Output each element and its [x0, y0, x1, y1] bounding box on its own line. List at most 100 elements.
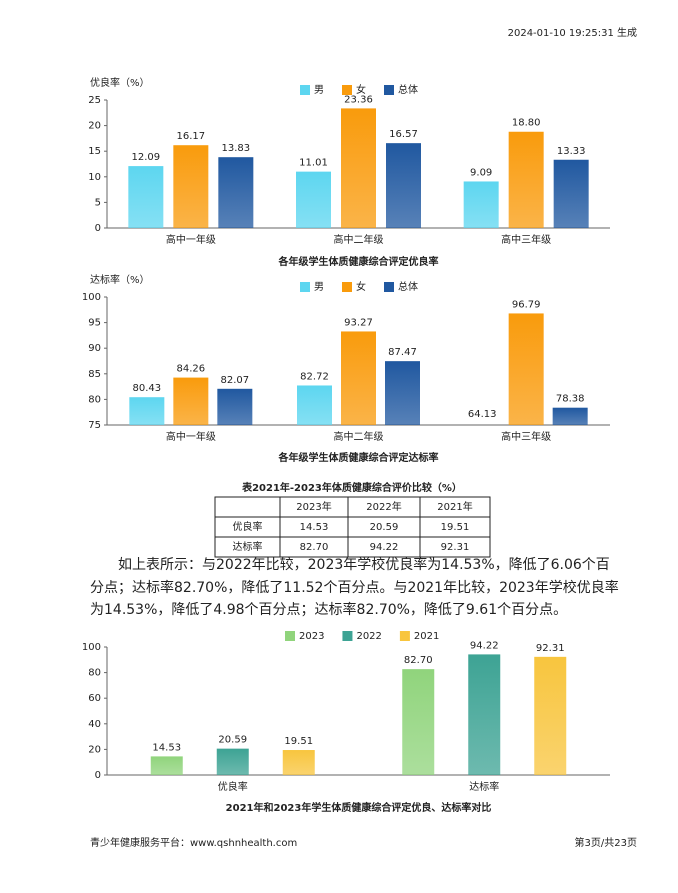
value-label: 23.36: [344, 94, 373, 105]
bar: [534, 656, 567, 775]
bar: [218, 157, 254, 228]
legend-swatch: [384, 85, 394, 95]
y-tick-label: 90: [88, 343, 101, 354]
legend-swatch: [342, 85, 352, 95]
x-tick-label: 高中二年级: [334, 430, 384, 443]
chart-title: 各年级学生体质健康综合评定优良率: [278, 255, 439, 268]
table-cell: 14.53: [300, 522, 329, 533]
value-label: 87.47: [388, 347, 417, 358]
legend-swatch: [399, 631, 410, 641]
y-tick-label: 100: [82, 292, 101, 303]
legend-swatch: [300, 282, 310, 292]
y-tick-label: 85: [88, 369, 101, 380]
y-axis-label: 达标率（%）: [90, 273, 150, 286]
value-label: 96.79: [512, 299, 541, 310]
bar: [297, 385, 332, 425]
y-tick-label: 60: [88, 693, 101, 704]
bar: [465, 425, 500, 481]
y-tick-label: 5: [95, 197, 101, 208]
legend-label: 总体: [398, 280, 418, 293]
bar: [216, 748, 249, 775]
y-tick-label: 20: [88, 744, 101, 755]
value-label: 78.38: [556, 394, 585, 405]
y-tick-label: 80: [88, 394, 101, 405]
bar: [341, 331, 376, 425]
bar: [402, 669, 435, 775]
x-tick-label: 达标率: [469, 780, 499, 793]
table-cell: 92.31: [441, 542, 470, 553]
value-label: 20.59: [218, 735, 247, 746]
legend-label: 女: [356, 280, 366, 293]
value-label: 13.83: [222, 143, 251, 154]
table-cell: 20.59: [370, 522, 399, 533]
legend-label: 总体: [398, 83, 418, 96]
x-tick-label: 高中一年级: [166, 430, 216, 443]
value-label: 9.09: [470, 167, 492, 178]
value-label: 84.26: [177, 364, 206, 375]
bar: [296, 171, 331, 228]
value-label: 16.17: [177, 131, 206, 142]
bar: [463, 181, 499, 228]
column-header: 2021年: [437, 500, 472, 513]
bar: [150, 756, 183, 775]
bar: [386, 143, 421, 228]
bar: [129, 397, 165, 425]
bar: [552, 407, 588, 425]
y-tick-label: 0: [95, 770, 101, 781]
legend-label: 男: [314, 281, 324, 293]
value-label: 94.22: [470, 640, 499, 651]
legend-swatch: [342, 631, 353, 641]
legend-swatch: [342, 282, 352, 292]
value-label: 11.01: [299, 158, 328, 169]
chart-title: 2021年和2023年学生体质健康综合评定优良、达标率对比: [226, 801, 492, 814]
row-label: 优良率: [233, 520, 263, 533]
legend-label: 2022: [356, 631, 381, 642]
column-header: 2022年: [366, 500, 401, 513]
value-label: 18.80: [512, 118, 541, 129]
value-label: 93.27: [344, 317, 373, 328]
value-label: 19.51: [284, 736, 313, 747]
legend-swatch: [300, 85, 310, 95]
column-header: 2023年: [296, 500, 331, 513]
table-title: 表2021年-2023年体质健康综合评价比较（%）: [241, 481, 462, 494]
x-tick-label: 高中三年级: [501, 233, 551, 246]
x-tick-label: 高中三年级: [501, 430, 551, 443]
bar: [341, 108, 376, 228]
y-tick-label: 10: [88, 172, 101, 183]
value-label: 80.43: [133, 383, 162, 394]
table-cell: 82.70: [300, 542, 329, 553]
y-tick-label: 15: [88, 146, 101, 157]
legend-swatch: [384, 282, 394, 292]
row-label: 达标率: [233, 540, 263, 553]
y-tick-label: 75: [88, 420, 101, 431]
timestamp: 2024-01-10 19:25:31 生成: [508, 26, 637, 39]
x-tick-label: 高中一年级: [166, 233, 216, 246]
x-tick-label: 高中二年级: [334, 233, 384, 246]
table-cell: 94.22: [370, 542, 399, 553]
bar: [508, 131, 544, 228]
value-label: 82.70: [404, 655, 433, 666]
value-label: 13.33: [557, 146, 586, 157]
legend-label: 男: [314, 84, 324, 96]
bar: [217, 388, 253, 425]
bar: [468, 654, 501, 775]
footer-site: 青少年健康服务平台：www.qshnhealth.com: [90, 836, 297, 849]
bar: [173, 377, 209, 425]
y-tick-label: 95: [88, 318, 101, 329]
y-tick-label: 20: [88, 121, 101, 132]
bar: [385, 361, 420, 425]
legend-label: 2023: [299, 631, 324, 642]
bar: [553, 159, 589, 228]
y-tick-label: 80: [88, 668, 101, 679]
table-border: [214, 496, 491, 558]
legend-label: 2021: [414, 631, 439, 642]
x-tick-label: 优良率: [218, 780, 248, 793]
bar: [173, 145, 209, 228]
value-label: 82.72: [300, 371, 329, 382]
paragraph: 如上表所示：与2022年比较，2023年学校优良率为14.53%，降低了6.06…: [90, 557, 619, 618]
bar: [282, 750, 315, 775]
y-tick-label: 0: [95, 223, 101, 234]
y-axis-label: 优良率（%）: [90, 76, 150, 89]
